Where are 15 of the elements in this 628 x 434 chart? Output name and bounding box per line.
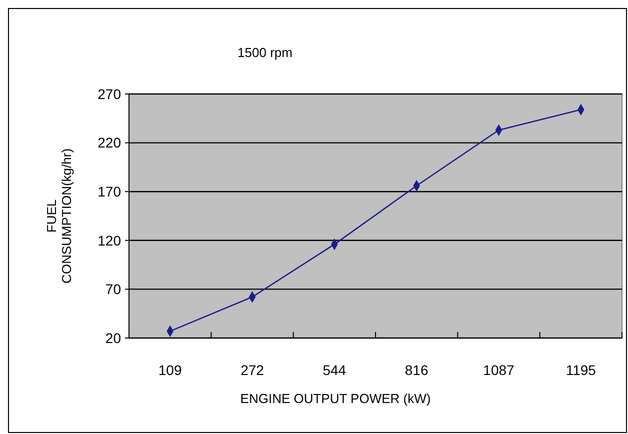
y-tick-label: 120 <box>98 232 122 248</box>
chart-title: 1500 rpm <box>238 45 292 60</box>
x-tick-label: 1087 <box>483 362 515 378</box>
x-axis-title: ENGINE OUTPUT POWER (kW) <box>240 391 431 406</box>
x-tick-label: 1195 <box>566 362 596 378</box>
y-tick-label: 220 <box>98 134 122 151</box>
x-tick-label: 272 <box>240 362 264 378</box>
y-tick-label: 20 <box>105 330 122 346</box>
y-tick-label: 270 <box>98 86 122 102</box>
y-axis-title: FUEL CONSUMPTION(kg/hr) <box>44 148 74 284</box>
y-tick-label: 70 <box>105 281 122 298</box>
x-tick-label: 109 <box>158 362 182 378</box>
x-tick-label: 544 <box>322 362 346 378</box>
x-tick-label: 816 <box>404 362 428 378</box>
y-tick-label: 170 <box>98 184 122 200</box>
